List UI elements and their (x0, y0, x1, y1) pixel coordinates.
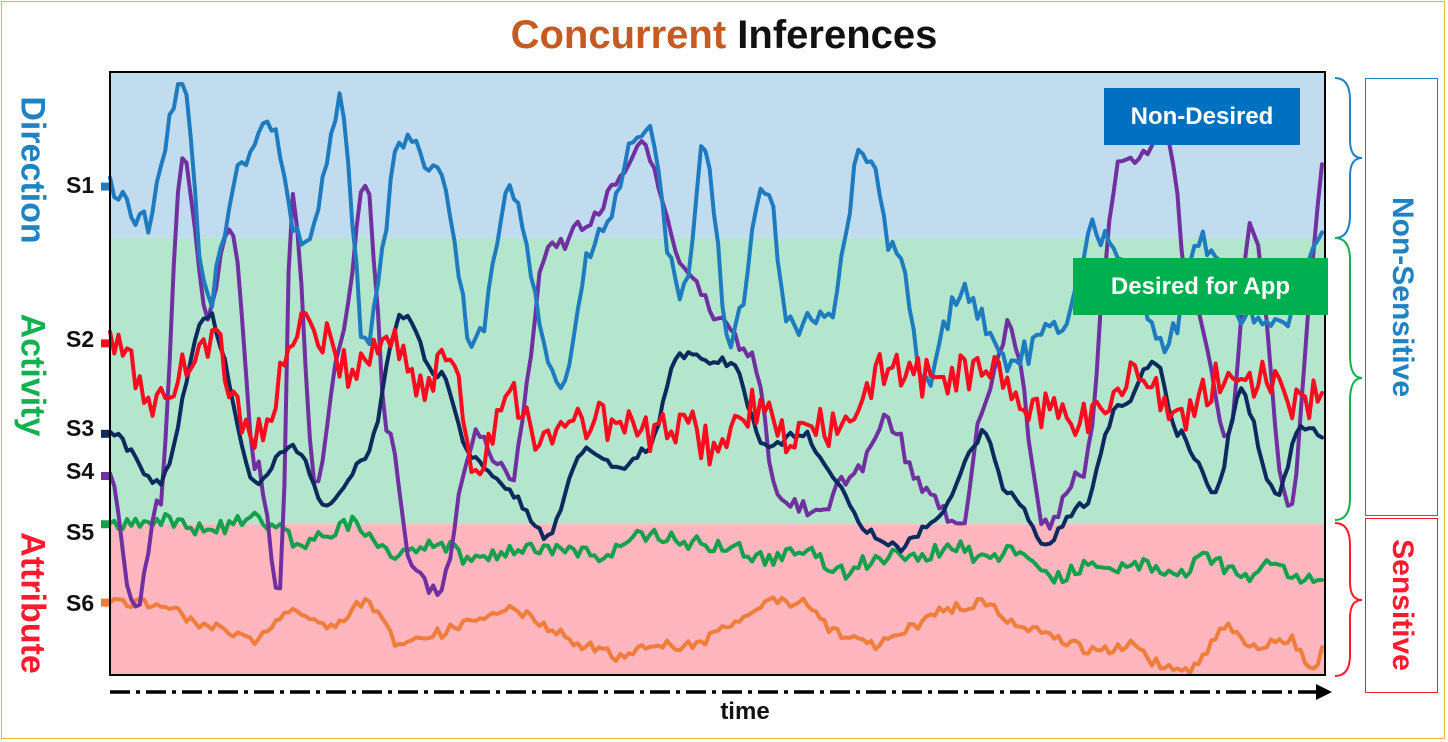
series-line-s4 (108, 130, 1324, 609)
series-label-s6: S6 (66, 590, 95, 616)
region-label-activity: Activity (13, 313, 52, 437)
series-marker-s1 (101, 182, 110, 191)
right-box-non-sensitive (1365, 78, 1438, 516)
region-label-direction: Direction (13, 96, 52, 244)
series-marker-s2 (101, 339, 110, 348)
right-braces (1334, 77, 1363, 677)
series-marker-s6 (101, 598, 110, 607)
series-label-s3: S3 (66, 415, 95, 441)
series-label-s1: S1 (66, 172, 95, 198)
brace-direction (1334, 77, 1363, 239)
region-label-attribute: Attribute (13, 532, 52, 674)
title-part-1: Concurrent (510, 13, 727, 57)
series-label-s2: S2 (66, 326, 95, 352)
right-box-sensitive (1365, 518, 1438, 693)
series-line-s3 (108, 311, 1324, 554)
brace-activity (1334, 237, 1363, 521)
brace-attribute (1334, 522, 1363, 677)
x-axis-label: time (720, 698, 770, 725)
title-part-2: Inferences (737, 13, 938, 57)
series-label-s4: S4 (66, 458, 95, 484)
chart-title: Concurrent Inferences (0, 12, 1448, 58)
series-marker-s5 (101, 520, 110, 529)
badge-non-desired: Non-Desired (1104, 88, 1300, 145)
series-marker-s4 (101, 472, 110, 481)
series-marker-s3 (101, 429, 110, 438)
series-line-s5 (108, 510, 1324, 585)
right-label-non-sensitive: Non-Sensitive (1386, 196, 1419, 398)
right-label-sensitive: Sensitive (1386, 539, 1419, 671)
time-axis-arrow (1316, 684, 1332, 700)
series-markers (101, 182, 110, 607)
series-line-s6 (108, 595, 1324, 676)
series-label-s5: S5 (66, 519, 95, 545)
plot-border (109, 71, 1326, 676)
series-line-s2 (108, 311, 1324, 477)
badge-desired-for-app: Desired for App (1073, 258, 1328, 315)
